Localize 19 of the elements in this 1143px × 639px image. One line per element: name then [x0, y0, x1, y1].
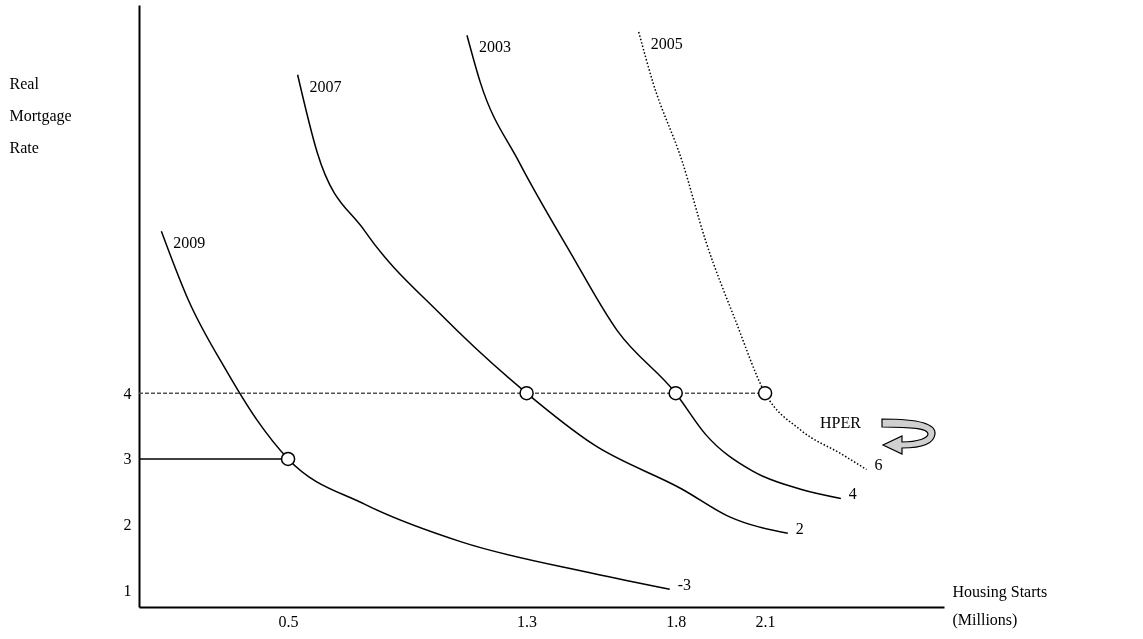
- annotation: 6: [874, 456, 883, 474]
- annotation: 2: [795, 520, 804, 538]
- x-tick-label: 0.5: [278, 612, 299, 630]
- annotation: HPER: [820, 414, 861, 432]
- series-label: 2007: [309, 77, 342, 95]
- x-tick-label: 1.8: [666, 612, 687, 630]
- y-tick-label: 1: [123, 582, 132, 600]
- annotation: 4: [848, 485, 857, 503]
- x-tick-label: 1.3: [517, 612, 538, 630]
- y-axis-title: Real Mortgage Rate: [9, 74, 72, 156]
- x-axis-title: Housing Starts (Millions): [952, 582, 1048, 629]
- series-label: 2003: [478, 38, 511, 56]
- y-tick-label: 2: [123, 516, 132, 534]
- y-tick-label: 4: [123, 384, 132, 402]
- x-tick-label: 2.1: [755, 612, 776, 630]
- series-label: 2009: [173, 234, 206, 252]
- series-label: 2005: [650, 34, 683, 52]
- y-tick-label: 3: [123, 450, 132, 468]
- annotation: -3: [677, 576, 692, 594]
